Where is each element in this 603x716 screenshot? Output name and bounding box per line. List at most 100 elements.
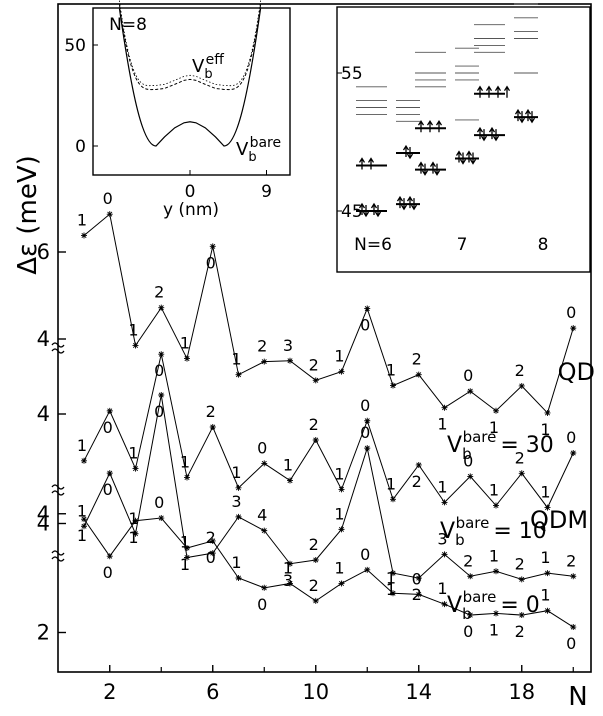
- series-label-qdm: QDM: [530, 506, 588, 534]
- point-label: 0: [412, 569, 422, 588]
- point-marker: [364, 566, 371, 573]
- point-label: 2: [309, 355, 319, 374]
- point-marker: [184, 554, 190, 561]
- inset-x-label: y (nm): [163, 200, 219, 220]
- data-point: [467, 388, 474, 395]
- point-marker: [287, 357, 293, 364]
- inset-levels: 45 55 N=6 7 8: [336, 3, 591, 273]
- data-point: [570, 450, 577, 456]
- spin-up-arrow: [494, 85, 502, 98]
- point-label: 2: [515, 554, 525, 573]
- data-point: [415, 461, 422, 468]
- point-marker: [467, 473, 474, 480]
- data-point: [184, 554, 190, 561]
- data-point: [158, 392, 165, 398]
- spin-down-arrow: [492, 129, 500, 142]
- inset-left-frame: [92, 7, 291, 176]
- data-point: [390, 496, 396, 503]
- point-marker: [235, 575, 242, 581]
- point-label: 1: [77, 501, 87, 520]
- spin-up-arrow: [358, 157, 366, 170]
- point-label: 1: [128, 528, 138, 547]
- point-label: 2: [412, 472, 422, 491]
- point-label: 2: [515, 361, 525, 380]
- data-point: [184, 545, 190, 552]
- data-point: [209, 243, 216, 250]
- point-label: 1: [128, 444, 138, 463]
- point-marker: [261, 358, 268, 365]
- spin-down-arrow: [433, 163, 441, 176]
- data-point: [132, 465, 139, 472]
- point-label: 0: [463, 366, 473, 385]
- point-label: 0: [154, 361, 164, 380]
- point-label: 1: [386, 474, 396, 493]
- spin-up-arrow: [396, 195, 404, 209]
- point-marker: [441, 404, 448, 411]
- spin-up-arrow: [524, 108, 532, 122]
- point-marker: [184, 474, 190, 481]
- point-label: 1: [180, 452, 190, 471]
- inset-x-tick: 9: [261, 182, 272, 202]
- point-marker: [184, 545, 190, 552]
- data-point: [81, 232, 87, 239]
- spin-down-arrow: [421, 163, 429, 176]
- data-point: [312, 377, 319, 384]
- data-point: [106, 470, 113, 477]
- spin-up-arrow: [358, 202, 366, 215]
- point-label: 1: [180, 555, 190, 574]
- point-label: 0: [566, 634, 576, 653]
- data-point: [467, 612, 474, 619]
- data-point: [261, 358, 268, 365]
- inset-potential: 0 9 0 50 y (nm) N=8 Vbeff Vbbare: [64, 0, 291, 220]
- data-point: [261, 584, 268, 591]
- point-marker: [81, 457, 87, 464]
- point-marker: [209, 550, 216, 557]
- data-point: [261, 460, 268, 467]
- inset-right-y-tick: 45: [341, 202, 363, 222]
- point-marker: [493, 407, 499, 414]
- spin-up-arrow: [485, 85, 493, 98]
- point-marker: [338, 526, 345, 533]
- spin-down-arrow: [528, 111, 536, 124]
- series-line: [83, 394, 574, 580]
- inset-y-tick: 0: [75, 137, 86, 157]
- point-marker: [287, 477, 293, 484]
- point-label: 0: [103, 189, 113, 208]
- point-marker: [106, 211, 113, 218]
- point-label: 1: [334, 347, 344, 366]
- spin-up-arrow: [370, 202, 378, 215]
- point-label: 2: [206, 402, 216, 421]
- inset-x-tick: 0: [185, 182, 196, 202]
- point-marker: [441, 551, 448, 558]
- point-label: 1: [437, 477, 447, 496]
- point-marker: [518, 612, 525, 619]
- inset-right-x-label: N=6: [354, 235, 392, 255]
- data-point: [544, 504, 551, 511]
- data-point: [184, 355, 190, 362]
- point-marker: [132, 517, 139, 524]
- point-marker: [467, 388, 474, 395]
- point-label: 2: [309, 535, 319, 554]
- point-label: 1: [128, 321, 138, 340]
- inset-right-frame: [336, 6, 591, 273]
- data-point: [132, 342, 139, 349]
- point-label: 0: [360, 316, 370, 335]
- data-point: [132, 530, 139, 537]
- spin-up-arrow: [367, 157, 375, 170]
- data-point: [338, 526, 345, 533]
- x-tick-label: 2: [103, 680, 116, 704]
- point-label: 3: [231, 492, 241, 511]
- inset-label-eff: Vbeff: [192, 52, 224, 82]
- point-label: 2: [309, 415, 319, 434]
- data-point: [518, 382, 525, 389]
- point-label: 0: [103, 418, 113, 437]
- point-marker: [81, 523, 87, 530]
- point-label: 2: [463, 551, 473, 570]
- point-marker: [81, 232, 87, 239]
- data-point: [493, 568, 499, 575]
- series-line: [83, 354, 574, 509]
- spin-down-arrow: [400, 198, 408, 211]
- data-point: [81, 523, 87, 530]
- y-tick-label: 4: [37, 327, 50, 351]
- point-marker: [158, 515, 165, 522]
